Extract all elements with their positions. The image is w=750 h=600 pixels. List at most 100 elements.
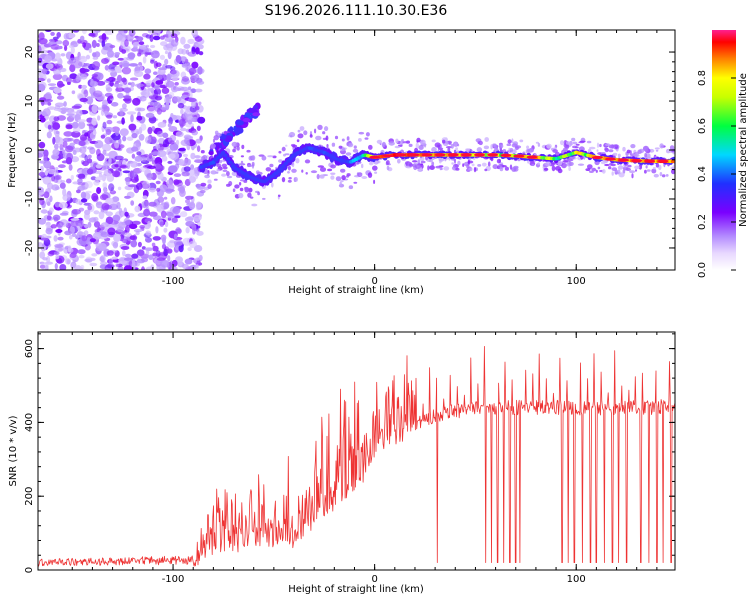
ridge-halo — [200, 182, 207, 187]
noise-blob — [169, 140, 175, 145]
ridge-halo — [261, 155, 267, 161]
noise-blob — [127, 52, 136, 59]
noise-blob — [153, 35, 161, 41]
noise-blob — [155, 226, 159, 234]
noise-blob — [185, 195, 194, 200]
ridge-halo — [579, 140, 586, 143]
noise-blob — [186, 216, 195, 221]
snr-background — [38, 332, 675, 570]
noise-blob — [89, 80, 99, 87]
noise-blob — [179, 185, 185, 194]
ridge-halo — [545, 161, 552, 167]
noise-blob — [131, 132, 138, 139]
noise-blob — [185, 49, 190, 55]
ridge-halo — [585, 168, 591, 172]
noise-blob — [150, 59, 155, 64]
ridge-halo — [448, 142, 452, 145]
ridge-halo — [466, 163, 470, 169]
noise-blob — [71, 105, 82, 109]
noise-blob — [60, 107, 70, 111]
noise-blob — [92, 130, 97, 136]
ridge-halo — [448, 158, 451, 161]
ridge-core — [228, 160, 233, 165]
noise-blob — [188, 90, 193, 99]
noise-blob — [141, 200, 150, 209]
noise-blob — [141, 257, 149, 263]
ridge-halo — [356, 161, 362, 164]
ridge-halo — [631, 173, 634, 179]
noise-blob — [121, 67, 132, 75]
ridge-halo — [412, 160, 418, 163]
noise-blob — [41, 111, 47, 117]
noise-blob — [126, 111, 137, 115]
noise-blob — [50, 224, 57, 229]
ridge-halo — [501, 165, 507, 168]
noise-blob — [181, 48, 187, 55]
ridge-halo — [316, 173, 320, 180]
ridge-halo — [278, 150, 282, 154]
noise-blob — [108, 258, 114, 266]
noise-blob — [131, 253, 139, 259]
noise-blob — [128, 223, 138, 230]
noise-blob — [150, 136, 157, 144]
noise-blob — [43, 160, 52, 169]
x-tick-label: 100 — [567, 276, 586, 287]
noise-blob — [87, 205, 93, 211]
noise-blob — [91, 193, 99, 202]
noise-blob — [42, 176, 52, 185]
noise-blob — [147, 87, 154, 91]
noise-blob — [83, 224, 91, 228]
noise-blob — [192, 227, 196, 235]
noise-blob — [47, 251, 55, 257]
ridge-halo — [600, 161, 606, 165]
ridge-halo — [455, 167, 460, 171]
noise-blob — [136, 36, 144, 42]
ridge-halo — [292, 144, 298, 148]
y-tick-label: 0 — [24, 567, 35, 573]
noise-blob — [195, 204, 201, 211]
ridge-halo — [537, 142, 541, 147]
noise-blob — [188, 67, 197, 75]
noise-blob — [69, 234, 73, 240]
noise-blob — [155, 143, 161, 149]
ridge-halo — [226, 171, 230, 177]
ridge-halo — [222, 169, 228, 172]
ridge-halo — [246, 164, 254, 167]
noise-blob — [91, 117, 97, 126]
noise-blob — [152, 245, 159, 252]
noise-blob — [44, 170, 49, 176]
ridge-halo — [397, 158, 401, 164]
noise-blob — [164, 50, 169, 55]
noise-blob — [54, 105, 61, 110]
noise-blob — [77, 173, 86, 180]
noise-blob — [109, 44, 116, 49]
noise-blob — [54, 201, 61, 208]
x-tick-label: 0 — [371, 276, 377, 287]
noise-blob — [174, 82, 179, 86]
y-tick-label: 600 — [24, 339, 35, 358]
ridge-halo — [435, 165, 442, 169]
noise-blob — [167, 255, 171, 262]
ridge-halo — [468, 168, 472, 171]
noise-blob — [81, 30, 87, 35]
x-tick-label: -100 — [162, 574, 185, 585]
noise-blob — [100, 261, 108, 266]
noise-blob — [194, 155, 201, 159]
ridge-halo — [611, 163, 616, 167]
noise-blob — [121, 77, 127, 83]
noise-blob — [109, 220, 119, 225]
noise-blob — [47, 83, 57, 86]
noise-blob — [122, 135, 127, 142]
noise-blob — [144, 51, 148, 57]
noise-blob — [60, 180, 66, 183]
noise-blob — [106, 78, 112, 82]
noise-blob — [92, 232, 102, 240]
noise-blob — [102, 46, 109, 51]
noise-blob — [191, 130, 198, 136]
ridge-halo — [346, 136, 350, 141]
noise-blob — [59, 147, 64, 151]
ridge-halo — [199, 189, 206, 194]
noise-blob — [92, 90, 103, 98]
